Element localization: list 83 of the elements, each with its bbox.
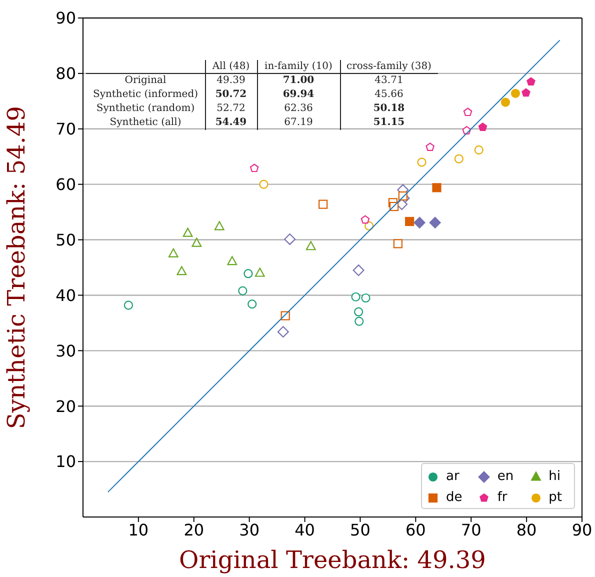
x-tick-label: 60 [405, 520, 426, 540]
legend-label: de [446, 490, 462, 505]
point [361, 293, 370, 303]
point [522, 88, 530, 97]
point [474, 145, 484, 155]
annotation: 54.49 [214, 116, 248, 129]
point [254, 268, 265, 277]
x-tick-label: 30 [239, 520, 260, 540]
point [284, 233, 296, 245]
legend-label: ar [446, 469, 460, 484]
x-tick-label: 20 [184, 520, 204, 540]
point [405, 216, 414, 226]
annotation: Original [124, 74, 168, 87]
annotation: 62.36 [283, 102, 314, 115]
point [500, 98, 510, 107]
point [454, 154, 464, 164]
point [244, 269, 253, 278]
point [414, 216, 426, 228]
point [393, 239, 402, 248]
y-tick-label: 20 [56, 396, 76, 416]
point [192, 238, 202, 247]
y-tick-label: 90 [56, 8, 76, 28]
point [360, 215, 370, 224]
point [526, 77, 536, 86]
y-tick-label: 30 [56, 341, 76, 360]
y-tick-label: 10 [56, 452, 76, 472]
point [463, 108, 472, 116]
annotation: 52.72 [216, 102, 246, 115]
x-tick-label: 90 [572, 520, 592, 540]
point [238, 286, 248, 296]
point [352, 264, 364, 276]
point [259, 180, 268, 189]
legend-label: fr [497, 490, 508, 505]
legend-label: en [497, 469, 514, 484]
annotation: Synthetic (random) [95, 102, 196, 115]
legend-label: hi [548, 469, 561, 484]
x-axis-title: Original Treebank: 49.39 [179, 546, 486, 574]
point [182, 228, 193, 237]
annotation: Synthetic (all) [108, 116, 182, 129]
annotation: 67.19 [283, 116, 314, 129]
point [168, 248, 178, 258]
point [354, 316, 364, 326]
y-tick-label: 70 [56, 120, 76, 139]
point [426, 142, 434, 151]
x-tick-label: 80 [516, 520, 537, 540]
point [227, 256, 238, 266]
point [248, 300, 257, 309]
annotation: 43.71 [374, 74, 404, 87]
y-tick-label: 60 [56, 175, 76, 194]
y-tick-label: 80 [56, 64, 76, 84]
legend-label: pt [548, 490, 562, 505]
annotation: 50.72 [214, 88, 248, 101]
point [124, 300, 134, 310]
annotation: 49.39 [216, 74, 246, 87]
point [510, 88, 520, 98]
point [250, 164, 259, 172]
y-tick-label: 50 [56, 230, 76, 250]
point [478, 122, 488, 132]
annotation: 45.66 [374, 88, 404, 101]
point [417, 158, 426, 167]
annotation: 51.15 [372, 116, 406, 129]
point [318, 200, 328, 209]
point [176, 266, 187, 276]
annotation: Synthetic (informed) [92, 88, 200, 101]
point [214, 221, 224, 230]
point [429, 216, 441, 228]
point [306, 241, 316, 250]
annotation: in-family (10) [264, 60, 334, 73]
y-axis-title: Synthetic Treebank: 54.49 [2, 106, 31, 430]
x-tick-label: 40 [294, 520, 315, 540]
point [354, 307, 364, 316]
x-tick-label: 10 [128, 520, 149, 540]
point [351, 292, 360, 302]
annotation: 69.94 [282, 88, 316, 101]
point [432, 183, 442, 192]
annotation: 71.00 [282, 74, 316, 87]
point [277, 326, 289, 338]
annotation: 50.18 [372, 102, 406, 115]
annotation: All (48) [211, 60, 251, 73]
y-tick-label: 40 [56, 286, 76, 305]
annotation: cross-family (38) [346, 60, 432, 73]
x-tick-label: 70 [460, 520, 482, 540]
x-tick-label: 50 [350, 520, 370, 540]
